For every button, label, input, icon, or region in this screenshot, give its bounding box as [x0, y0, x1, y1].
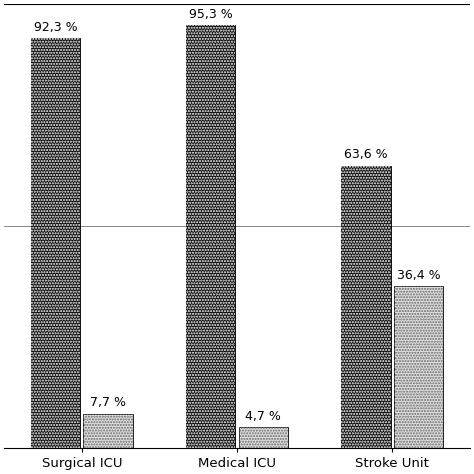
Bar — [341, 165, 391, 448]
Bar — [238, 427, 288, 448]
Bar — [30, 38, 80, 448]
Text: 7,7 %: 7,7 % — [90, 396, 126, 409]
Bar — [83, 414, 133, 448]
Bar — [238, 427, 288, 448]
Bar — [186, 25, 236, 448]
Text: 63,6 %: 63,6 % — [344, 148, 388, 161]
Bar — [186, 25, 236, 448]
Text: 36,4 %: 36,4 % — [397, 269, 440, 282]
Text: 4,7 %: 4,7 % — [246, 410, 282, 422]
Text: 95,3 %: 95,3 % — [189, 8, 232, 20]
Bar — [341, 165, 391, 448]
Bar — [30, 38, 80, 448]
Bar — [394, 286, 444, 448]
Bar — [83, 414, 133, 448]
Text: 92,3 %: 92,3 % — [34, 21, 77, 34]
Bar — [394, 286, 444, 448]
